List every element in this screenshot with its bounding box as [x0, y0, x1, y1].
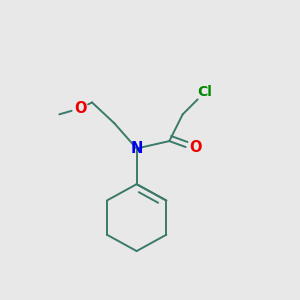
- Text: Cl: Cl: [197, 85, 212, 99]
- Text: O: O: [189, 140, 201, 154]
- Text: O: O: [74, 101, 86, 116]
- Text: N: N: [130, 141, 143, 156]
